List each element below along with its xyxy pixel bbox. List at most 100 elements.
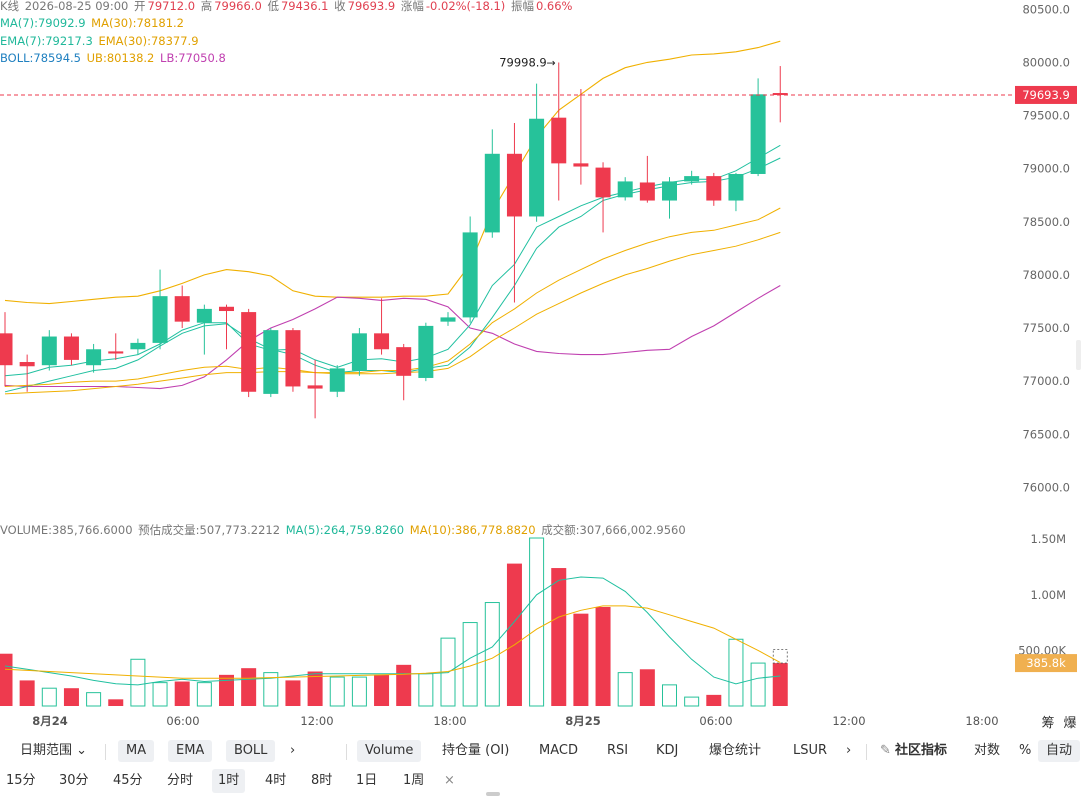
volume-bar bbox=[351, 676, 367, 707]
liquidation-indicator[interactable]: 爆仓统计 bbox=[709, 743, 762, 758]
volume-bar bbox=[63, 688, 79, 706]
price-tick-label: 76000.0 bbox=[1022, 480, 1070, 494]
price-tick-label: 77000.0 bbox=[1022, 374, 1070, 388]
kdj-indicator[interactable]: KDJ bbox=[656, 743, 679, 758]
bollinger-bands bbox=[4, 40, 781, 395]
tf-45m[interactable]: 45分 bbox=[113, 773, 143, 788]
volume-bar bbox=[241, 668, 257, 706]
volume-ma5-line bbox=[4, 576, 781, 686]
candle-body bbox=[639, 182, 655, 201]
volume-bar bbox=[174, 681, 190, 706]
current-volume-label: 385.8k bbox=[1026, 656, 1066, 670]
resize-handle[interactable] bbox=[486, 792, 500, 796]
volume-tick-label: 1.50M bbox=[1030, 532, 1066, 546]
volume-bar bbox=[130, 658, 146, 707]
macd-indicator[interactable]: MACD bbox=[539, 743, 578, 758]
log-scale-toggle[interactable]: 对数 bbox=[974, 743, 1001, 758]
volume-bar bbox=[396, 664, 412, 706]
volume-axis: 1.50M 1.00M 500.00K bbox=[1018, 532, 1066, 657]
community-indicator[interactable]: ✎ 社区指标 bbox=[880, 743, 948, 758]
current-price-tag bbox=[1015, 85, 1077, 104]
volume-bar bbox=[484, 602, 500, 707]
close-icon[interactable]: × bbox=[444, 773, 455, 788]
boll-values: BOLL:78594.5 UB:80138.2 LB:77050.8 bbox=[0, 51, 226, 65]
tf-1h[interactable]: 1时 bbox=[212, 769, 246, 793]
price-markers: 79693.9 385.8k 79998.9 → bbox=[0, 56, 1077, 673]
candle-body bbox=[374, 333, 390, 350]
volume-bar bbox=[529, 537, 545, 707]
volume-bar bbox=[374, 674, 390, 706]
candle-body bbox=[728, 173, 744, 201]
volume-tick-label: 1.00M bbox=[1030, 588, 1066, 602]
candle-body bbox=[484, 153, 500, 233]
time-tick-label: 8月25 bbox=[565, 714, 601, 728]
boll-indicator[interactable]: BOLL bbox=[226, 740, 276, 762]
candle-body bbox=[529, 118, 545, 217]
candle-body bbox=[551, 117, 567, 164]
candle-body bbox=[329, 368, 345, 392]
chevron-right-icon[interactable]: › bbox=[846, 743, 852, 758]
candle-body bbox=[418, 325, 434, 378]
time-tick-label: 8月24 bbox=[32, 714, 68, 728]
tf-line[interactable]: 分时 bbox=[167, 773, 194, 788]
ma7-line bbox=[4, 144, 781, 377]
candle-body bbox=[706, 176, 722, 201]
volume-bar bbox=[506, 563, 522, 706]
volume-tick-label: 500.00K bbox=[1018, 643, 1066, 657]
price-tick-label: 78500.0 bbox=[1022, 215, 1070, 229]
price-tick-label: 78000.0 bbox=[1022, 268, 1070, 282]
time-tick-label: 12:00 bbox=[832, 714, 865, 728]
candle-body bbox=[285, 330, 301, 387]
volume-bar bbox=[639, 669, 655, 706]
candle-body bbox=[772, 93, 788, 96]
side-panel-handle[interactable] bbox=[1076, 340, 1081, 370]
tf-15m[interactable]: 15分 bbox=[6, 773, 36, 788]
chevron-right-icon[interactable]: › bbox=[290, 743, 296, 758]
candlestick-chart[interactable]: 80500.0 80000.0 79500.0 79000.0 78500.0 78000… bbox=[0, 0, 1081, 736]
ma30-line bbox=[4, 207, 781, 387]
arrow-right-icon: → bbox=[547, 57, 556, 70]
candle-body bbox=[351, 333, 367, 371]
tf-1d[interactable]: 1日 bbox=[356, 773, 378, 788]
ma-values: MA(7):79092.9 MA(30):78181.2 bbox=[0, 16, 184, 30]
candle-body bbox=[63, 336, 79, 360]
candle-body bbox=[595, 167, 611, 198]
chips-icon: 筹 bbox=[1041, 715, 1054, 731]
tf-30m[interactable]: 30分 bbox=[59, 773, 89, 788]
time-tick-label: 06:00 bbox=[166, 714, 199, 728]
current-price-label: 79693.9 bbox=[1022, 88, 1070, 102]
tf-8h[interactable]: 8时 bbox=[311, 773, 333, 788]
tf-1w[interactable]: 1周 bbox=[403, 773, 425, 788]
time-axis: 8月24 06:00 12:00 18:00 8月25 06:00 12:00 18:00 筹爆 bbox=[32, 714, 1076, 731]
boll-lower-line bbox=[4, 285, 781, 390]
ma-indicator[interactable]: MA bbox=[118, 740, 155, 762]
auto-scale-toggle[interactable]: 自动 bbox=[1038, 740, 1081, 762]
candle-body bbox=[174, 296, 190, 322]
volume-bar bbox=[728, 638, 744, 707]
price-tick-label: 80000.0 bbox=[1022, 55, 1070, 69]
oi-indicator[interactable]: 持仓量 (OI) bbox=[442, 743, 510, 758]
volume-bar bbox=[307, 671, 323, 706]
percent-scale-toggle[interactable]: % bbox=[1019, 743, 1032, 758]
rsi-indicator[interactable]: RSI bbox=[607, 743, 629, 758]
volume-bar bbox=[772, 663, 788, 706]
lsur-indicator[interactable]: LSUR bbox=[793, 743, 828, 758]
volume-bar bbox=[617, 672, 633, 707]
volume-indicator[interactable]: Volume bbox=[357, 740, 422, 762]
ema-indicator[interactable]: EMA bbox=[168, 740, 213, 762]
volume-info: VOLUME:385,766.6000 预估成交量:507,773.2212 M… bbox=[0, 523, 686, 537]
candle-body bbox=[41, 336, 57, 366]
tf-4h[interactable]: 4时 bbox=[265, 773, 287, 788]
volume-bar bbox=[108, 699, 124, 706]
volume-bar bbox=[196, 682, 212, 707]
candle-body bbox=[86, 349, 102, 366]
candle-body bbox=[396, 347, 412, 376]
edit-icon: ✎ bbox=[880, 743, 891, 758]
boll-upper-line bbox=[4, 40, 781, 305]
volume-bar bbox=[86, 692, 102, 707]
date-range-dropdown[interactable]: 日期范围 ⌄ bbox=[20, 743, 88, 758]
time-tick-label: 18:00 bbox=[965, 714, 998, 728]
candle-body bbox=[440, 317, 456, 322]
estimated-volume-box bbox=[772, 649, 788, 664]
